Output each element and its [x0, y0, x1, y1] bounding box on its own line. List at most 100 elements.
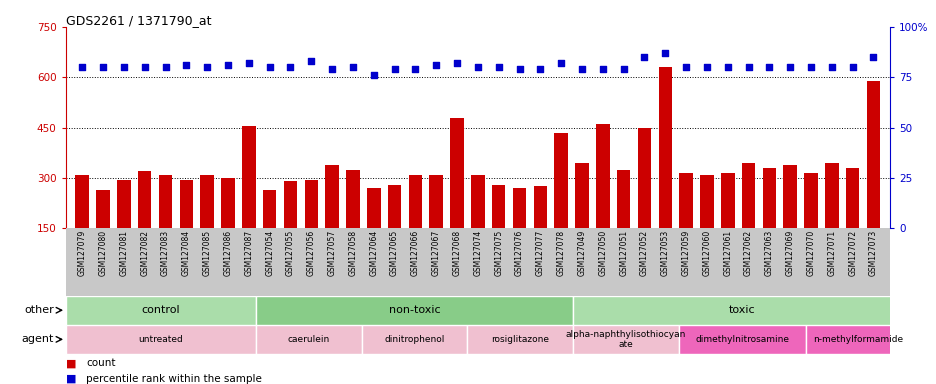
Bar: [66, 325, 256, 354]
Bar: [805, 325, 911, 354]
Text: GDS2261 / 1371790_at: GDS2261 / 1371790_at: [66, 14, 211, 27]
Bar: [533, 187, 547, 279]
Bar: [658, 67, 671, 279]
Text: rosiglitazone: rosiglitazone: [490, 335, 548, 344]
Bar: [284, 181, 297, 279]
Bar: [241, 126, 256, 279]
Point: [179, 62, 194, 68]
Point: [594, 66, 609, 72]
Text: agent: agent: [22, 334, 54, 344]
Bar: [158, 175, 172, 279]
Text: GSM127076: GSM127076: [515, 230, 523, 276]
Point: [553, 60, 568, 66]
Bar: [256, 296, 573, 325]
Text: GSM127072: GSM127072: [847, 230, 856, 276]
Point: [303, 58, 318, 64]
Text: alpha-naphthylisothiocyan
ate: alpha-naphthylisothiocyan ate: [565, 329, 685, 349]
Text: ■: ■: [66, 374, 76, 384]
Bar: [678, 325, 805, 354]
Text: GSM127062: GSM127062: [743, 230, 753, 276]
Text: GSM127082: GSM127082: [140, 230, 149, 276]
Text: GSM127058: GSM127058: [348, 230, 357, 276]
Text: ■: ■: [66, 358, 76, 368]
Text: GSM127083: GSM127083: [161, 230, 169, 276]
Bar: [637, 127, 651, 279]
Point: [158, 64, 173, 70]
Text: GSM127074: GSM127074: [473, 230, 482, 276]
Bar: [96, 190, 110, 279]
Text: GSM127057: GSM127057: [328, 230, 336, 276]
Bar: [803, 173, 817, 279]
Point: [345, 64, 360, 70]
Point: [761, 64, 776, 70]
Bar: [367, 188, 380, 279]
Point: [449, 60, 464, 66]
Text: GSM127064: GSM127064: [369, 230, 378, 276]
Text: GSM127085: GSM127085: [202, 230, 212, 276]
Bar: [762, 168, 775, 279]
Point: [511, 66, 526, 72]
Text: dimethylnitrosamine: dimethylnitrosamine: [695, 335, 788, 344]
Bar: [575, 163, 588, 279]
Text: untreated: untreated: [139, 335, 183, 344]
Bar: [76, 175, 89, 279]
Text: GSM127066: GSM127066: [411, 230, 419, 276]
Text: GSM127071: GSM127071: [826, 230, 836, 276]
Point: [740, 64, 755, 70]
Bar: [429, 175, 443, 279]
Bar: [573, 296, 911, 325]
Point: [116, 64, 131, 70]
Point: [429, 62, 444, 68]
Text: GSM127067: GSM127067: [431, 230, 440, 276]
Bar: [699, 175, 713, 279]
Text: GSM127070: GSM127070: [806, 230, 814, 276]
Point: [678, 64, 693, 70]
Point: [387, 66, 402, 72]
Bar: [616, 170, 630, 279]
Bar: [138, 171, 152, 279]
Text: caerulein: caerulein: [287, 335, 329, 344]
Text: non-toxic: non-toxic: [388, 305, 440, 315]
Bar: [595, 124, 609, 279]
Bar: [825, 163, 838, 279]
Bar: [866, 81, 879, 279]
Point: [366, 72, 381, 78]
Point: [865, 54, 880, 60]
Bar: [554, 133, 567, 279]
Text: dinitrophenol: dinitrophenol: [384, 335, 445, 344]
Point: [616, 66, 631, 72]
Point: [803, 64, 818, 70]
Text: GSM127060: GSM127060: [702, 230, 710, 276]
Bar: [720, 173, 734, 279]
Bar: [304, 180, 317, 279]
Point: [574, 66, 589, 72]
Text: GSM127061: GSM127061: [723, 230, 731, 276]
Bar: [679, 173, 692, 279]
Text: GSM127055: GSM127055: [285, 230, 295, 276]
Text: GSM127078: GSM127078: [556, 230, 565, 276]
Bar: [782, 165, 797, 279]
Bar: [573, 325, 678, 354]
Bar: [263, 190, 276, 279]
Point: [262, 64, 277, 70]
Point: [720, 64, 735, 70]
Bar: [512, 188, 526, 279]
Bar: [117, 180, 130, 279]
Text: GSM127073: GSM127073: [868, 230, 877, 276]
Point: [470, 64, 485, 70]
Bar: [256, 325, 361, 354]
Text: GSM127056: GSM127056: [306, 230, 315, 276]
Point: [95, 64, 110, 70]
Bar: [180, 180, 193, 279]
Bar: [66, 296, 256, 325]
Bar: [361, 325, 467, 354]
Text: GSM127080: GSM127080: [98, 230, 108, 276]
Text: GSM127063: GSM127063: [764, 230, 773, 276]
Text: GSM127050: GSM127050: [598, 230, 607, 276]
Bar: [741, 163, 754, 279]
Text: GSM127052: GSM127052: [639, 230, 649, 276]
Point: [782, 64, 797, 70]
Bar: [471, 175, 484, 279]
Bar: [345, 170, 359, 279]
Point: [283, 64, 298, 70]
